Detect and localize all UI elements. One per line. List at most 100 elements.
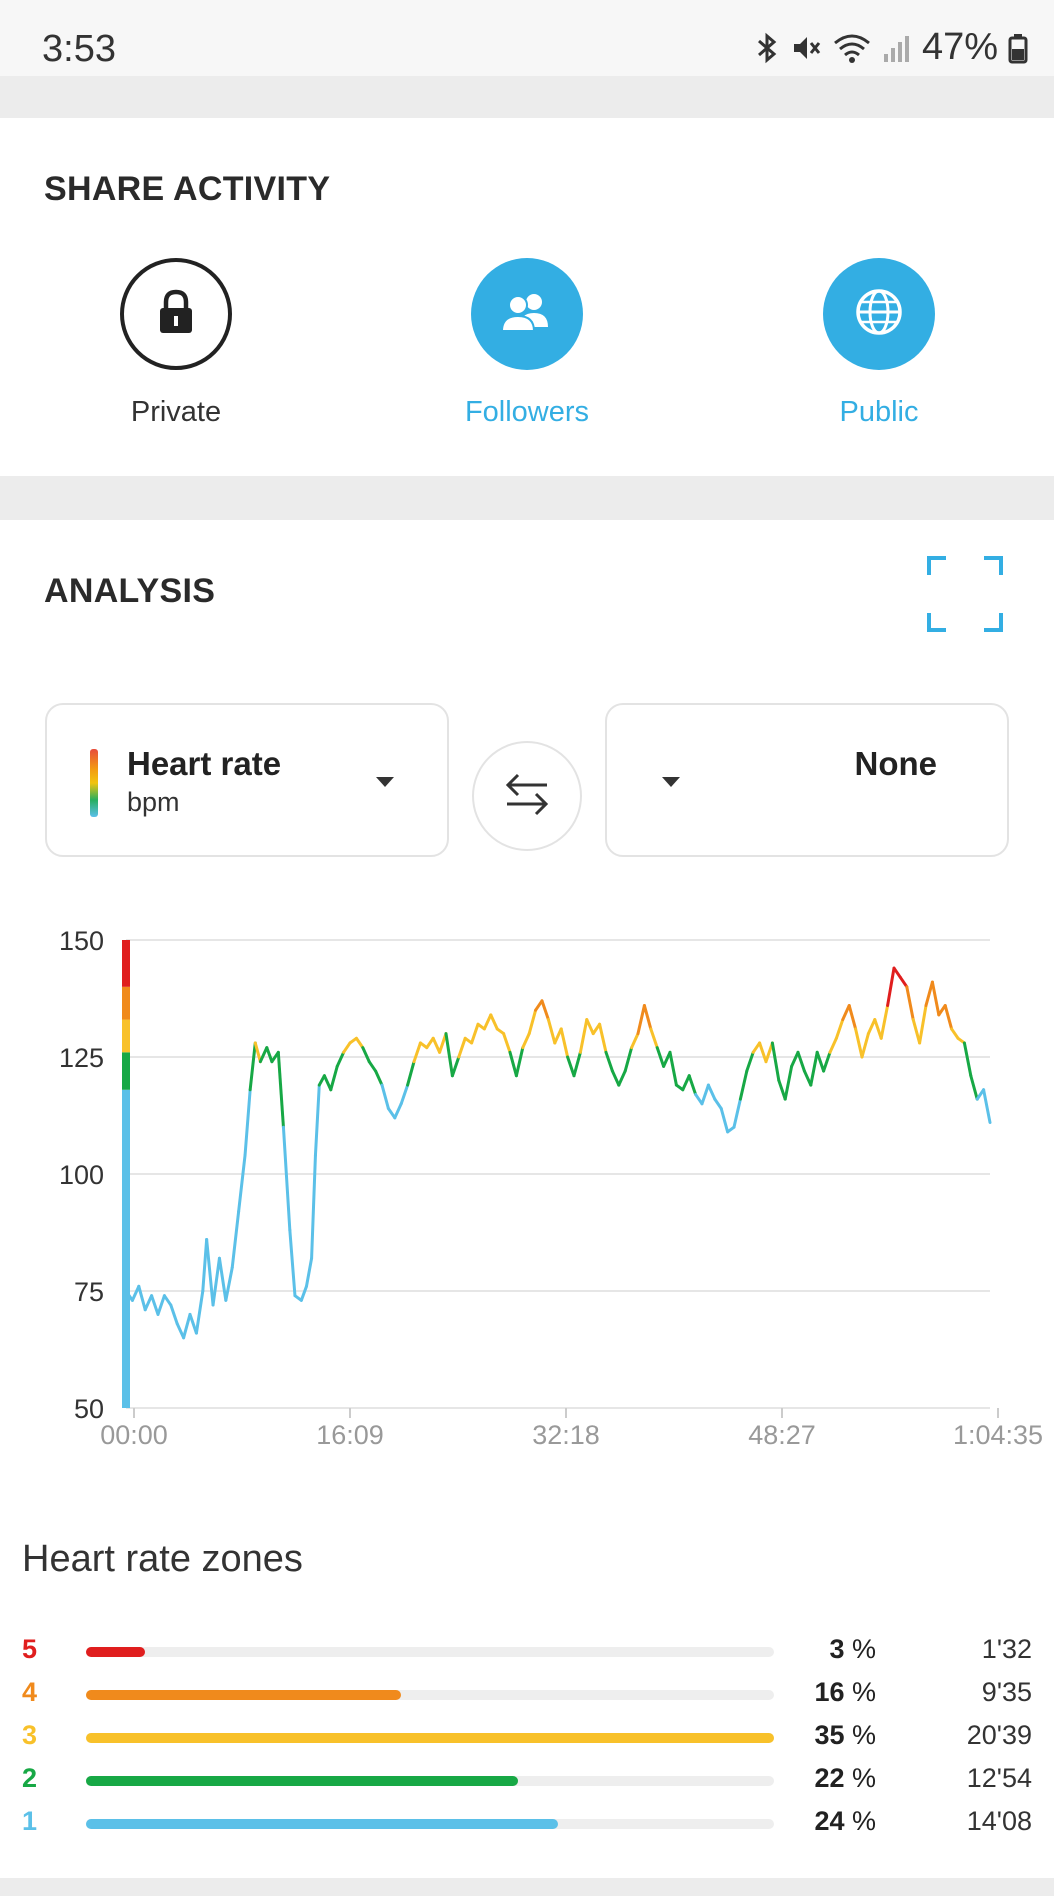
heart-rate-line-segment — [790, 1050, 800, 1068]
fullscreen-button[interactable] — [926, 555, 1004, 633]
zone-bar-track — [86, 1733, 774, 1743]
heart-rate-line-segment — [892, 966, 902, 979]
section-divider — [0, 1878, 1054, 1896]
heart-rate-line-segment — [211, 1256, 221, 1307]
swap-metrics-button[interactable] — [472, 741, 582, 851]
zone-axis-segment — [122, 1089, 130, 1408]
zone-percent-value: 16 — [814, 1677, 845, 1707]
heart-rate-line-segment — [770, 1041, 781, 1082]
zone-row: 4 16 % 9'35 — [0, 1675, 1054, 1715]
heart-rate-line-segment — [162, 1294, 173, 1307]
x-tick-label: 1:04:35 — [953, 1420, 1043, 1450]
heart-rate-line-segment — [124, 1289, 134, 1302]
heart-rate-line-segment — [444, 1032, 454, 1078]
heart-rate-line-segment — [918, 1004, 928, 1045]
heart-rate-line-segment — [243, 1088, 252, 1157]
public-label: Public — [839, 396, 919, 428]
heart-rate-line-segment — [188, 1312, 198, 1335]
heart-rate-line-segment — [137, 1284, 147, 1312]
heart-rate-line-segment — [636, 1004, 646, 1036]
zone-bar-track — [86, 1819, 774, 1829]
heart-rate-line-segment — [553, 1027, 563, 1045]
zone-row: 5 3 % 1'32 — [0, 1632, 1054, 1672]
x-tick-label: 32:18 — [532, 1420, 600, 1450]
heart-rate-line-segment — [732, 1097, 742, 1129]
heart-rate-line-segment — [508, 1050, 518, 1078]
heart-rate-line-segment — [438, 1032, 448, 1054]
private-button[interactable] — [120, 258, 232, 370]
heart-rate-line-segment — [681, 1074, 691, 1092]
zone-bar-track — [86, 1647, 774, 1657]
heart-rate-line-segment — [911, 1018, 922, 1045]
heart-rate-line-segment — [969, 1074, 979, 1101]
public-button[interactable] — [823, 258, 935, 370]
heart-rate-line-segment — [425, 1036, 435, 1050]
heart-rate-line-segment — [930, 980, 941, 1017]
share-private-option[interactable]: Private — [76, 258, 276, 429]
heart-rate-line-segment — [572, 1050, 582, 1078]
signal-icon — [882, 32, 912, 64]
zone-axis-segment — [122, 986, 130, 1020]
heart-rate-line-segment — [982, 1088, 992, 1125]
heart-rate-line-segment — [248, 1041, 257, 1092]
primary-metric-selector[interactable]: Heart rate bpm — [45, 703, 449, 857]
share-public-option[interactable]: Public — [779, 258, 979, 429]
heart-rate-line-segment — [700, 1083, 710, 1106]
secondary-metric-selector[interactable]: None — [605, 703, 1009, 857]
heart-rate-line-segment — [386, 1106, 397, 1120]
followers-button[interactable] — [471, 258, 583, 370]
heart-rate-line-segment — [962, 1041, 973, 1078]
heart-rate-line-segment — [649, 1027, 659, 1050]
x-tick-label: 48:27 — [748, 1420, 816, 1450]
heart-rate-line-segment — [361, 1046, 371, 1064]
heart-rate-line-segment — [230, 1209, 241, 1270]
status-bar: 3:53 47% — [0, 0, 1054, 76]
battery-icon — [1008, 32, 1028, 64]
followers-label: Followers — [464, 396, 590, 428]
zone-axis-segment — [122, 940, 130, 987]
mute-icon — [790, 32, 822, 64]
x-tick-label: 00:00 — [100, 1420, 168, 1450]
heart-rate-line-segment — [374, 1069, 384, 1087]
zone-number: 3 — [22, 1720, 38, 1750]
heart-rate-line-segment — [886, 966, 896, 1008]
heart-rate-line-segment — [828, 1036, 838, 1054]
heart-rate-line-segment — [470, 1022, 480, 1045]
heart-rate-line-segment — [604, 1050, 614, 1073]
heart-rate-line-segment — [310, 1153, 317, 1260]
zone-percent-value: 22 — [814, 1763, 845, 1793]
heart-rate-line-segment — [559, 1027, 570, 1059]
heart-rate-line-segment — [655, 1046, 666, 1068]
chevron-down-icon — [376, 777, 394, 787]
heart-rate-line-segment — [194, 1289, 205, 1335]
heart-rate-line-segment — [313, 1083, 321, 1157]
battery-percent: 47% — [921, 26, 998, 68]
zone-bar-fill — [86, 1690, 401, 1700]
heart-rate-line-segment — [764, 1041, 774, 1064]
heart-rate-line-segment — [745, 1050, 755, 1073]
heart-rate-line-segment — [777, 1078, 787, 1101]
heart-rate-line-segment — [630, 1032, 640, 1050]
section-divider — [0, 76, 1054, 118]
primary-metric-unit: bpm — [127, 787, 180, 817]
heart-rate-line-segment — [399, 1083, 410, 1106]
heart-rate-line-segment — [578, 1018, 589, 1054]
share-followers-option[interactable]: Followers — [427, 258, 627, 429]
y-tick-label: 100 — [59, 1160, 104, 1190]
heart-rate-chart[interactable]: 150 125 100 75 50 00:00 16:09 32:18 48:27 1:04:35 — [0, 910, 1054, 1470]
heart-rate-line-segment — [706, 1083, 717, 1101]
lock-icon — [151, 287, 201, 342]
heart-rate-line-segment — [258, 1046, 269, 1064]
heart-rate-line-segment — [898, 975, 909, 989]
heart-rate-line-segment — [854, 1027, 864, 1059]
heart-rate-line-segment — [253, 1041, 262, 1064]
heart-rate-line-segment — [751, 1041, 762, 1054]
zone-bar-fill — [86, 1819, 558, 1829]
heart-rate-line-segment — [169, 1303, 179, 1326]
heart-rate-line-segment — [406, 1060, 416, 1087]
secondary-metric-label: None — [854, 745, 938, 782]
heart-rate-line-segment — [502, 1032, 512, 1054]
heart-rate-line-segment — [265, 1046, 274, 1064]
heart-rate-line-segment — [642, 1004, 653, 1031]
